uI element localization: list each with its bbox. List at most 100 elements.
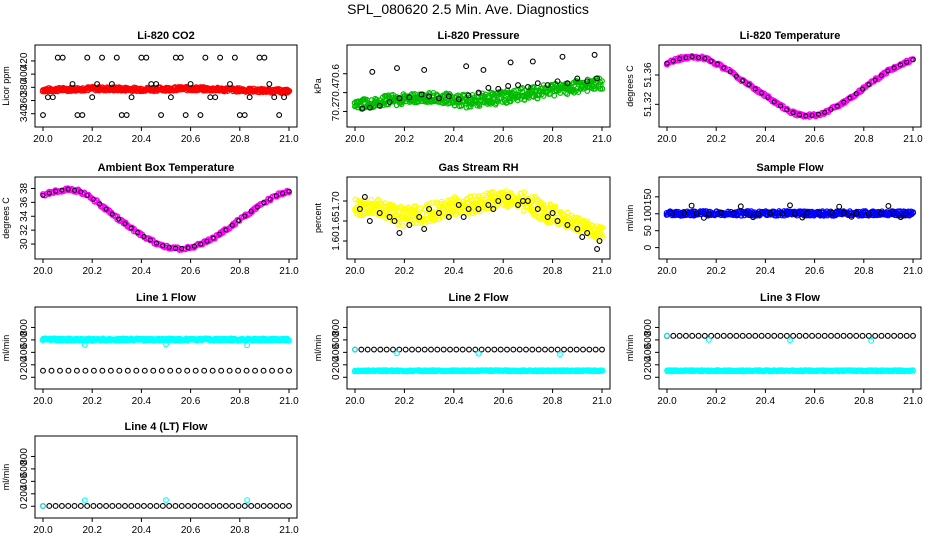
y-axis-label: ml/min: [625, 335, 635, 362]
data-point: [567, 346, 574, 353]
data-point: [216, 503, 223, 509]
data-point: [670, 332, 677, 339]
data-point: [592, 346, 599, 353]
data-point: [236, 218, 242, 224]
band-mark: [446, 213, 453, 219]
plot-title: Line 2 Flow: [449, 292, 509, 304]
x-tick-label: 20.0: [345, 266, 365, 277]
data-point: [416, 214, 423, 220]
plot-title: Gas Stream RH: [438, 162, 518, 174]
data-point: [366, 104, 373, 111]
data-point: [455, 96, 462, 103]
data-point: [227, 81, 233, 87]
data-point: [172, 54, 179, 61]
plot-frame: [34, 306, 298, 390]
data-point: [72, 187, 78, 193]
data-point: [396, 230, 403, 236]
data-point: [118, 112, 125, 118]
data-point: [891, 65, 897, 71]
band-mark: [910, 367, 916, 374]
x-tick-label: 20.2: [395, 134, 415, 145]
x-tick-label: 21.0: [279, 525, 299, 536]
data-point: [809, 332, 816, 339]
x-tick-label: 20.4: [132, 525, 152, 536]
y-tick-label: 51.36: [643, 62, 654, 87]
band-mark: [286, 337, 292, 344]
data-point: [286, 188, 292, 194]
y-axis-label: Licor ppm: [1, 66, 11, 106]
plot-frame: [658, 306, 922, 390]
data-point: [440, 346, 447, 353]
data-point: [96, 503, 103, 509]
data-point: [804, 210, 811, 217]
data-point: [108, 81, 115, 87]
data-point: [475, 89, 482, 96]
panel-9: Line 3 Flow ml/min 20.0 20.2 20.4 20.6 20.8 21.…: [625, 292, 923, 407]
band-mark: [457, 209, 464, 216]
data-point: [279, 503, 286, 509]
data-point: [689, 332, 696, 339]
data-point: [207, 94, 214, 101]
x-tick-label: 20.6: [493, 134, 513, 145]
data-point: [141, 233, 147, 239]
y-tick-label: 400: [19, 65, 30, 82]
data-point: [504, 346, 510, 353]
y-tick-label: 400: [331, 344, 342, 361]
data-point: [902, 210, 909, 217]
data-point: [580, 346, 586, 353]
data-point: [235, 503, 242, 509]
x-tick-label: 20.6: [181, 266, 201, 277]
data-point: [197, 112, 204, 118]
data-point: [554, 218, 561, 224]
y-tick-label: 200: [643, 356, 654, 373]
band-mark: [409, 367, 416, 374]
data-point: [150, 367, 157, 374]
data-point: [261, 54, 268, 61]
data-point: [260, 367, 267, 374]
data-point: [166, 244, 172, 250]
data-point: [46, 190, 52, 196]
x-tick-label: 20.6: [493, 396, 513, 407]
data-point: [386, 214, 393, 220]
data-point: [281, 94, 288, 101]
x-tick-label: 20.0: [33, 134, 53, 145]
data-point: [559, 53, 566, 60]
y-tick-label: 70.4: [331, 82, 342, 102]
plot-frame: [34, 176, 298, 260]
data-point: [733, 73, 739, 79]
data-point: [868, 337, 875, 344]
data-point: [515, 82, 521, 89]
data-point: [485, 84, 492, 91]
data-point: [65, 367, 72, 374]
data-point: [103, 503, 110, 509]
band-mark: [531, 207, 537, 213]
data-point: [752, 332, 759, 339]
data-point: [465, 92, 472, 99]
x-tick-label: 21.0: [592, 266, 612, 277]
data-point: [758, 332, 765, 339]
data-point: [377, 346, 384, 353]
panel-2: Li-820 Pressure kPa 20.0 20.2 20.4 20.6 20.8 21…: [313, 30, 612, 145]
data-point: [158, 112, 165, 118]
data-point: [241, 112, 248, 118]
data-point: [884, 332, 891, 339]
data-point: [135, 229, 141, 235]
x-tick-label: 20.8: [543, 396, 563, 407]
data-point: [436, 95, 442, 102]
x-tick-label: 21.0: [592, 134, 612, 145]
data-point: [485, 346, 491, 353]
data-point: [670, 58, 676, 64]
data-point: [910, 332, 916, 339]
y-tick-label: 420: [19, 52, 30, 69]
data-point: [591, 51, 598, 58]
plot-frame: [658, 44, 922, 128]
data-point: [507, 59, 514, 66]
data-point: [46, 503, 53, 509]
y-tick-label: 800: [19, 319, 30, 336]
data-point: [733, 332, 740, 339]
data-point: [217, 54, 224, 61]
x-tick-label: 20.4: [444, 396, 464, 407]
data-point: [677, 56, 683, 62]
y-tick-label: 0: [19, 503, 30, 509]
data-point: [109, 503, 116, 509]
